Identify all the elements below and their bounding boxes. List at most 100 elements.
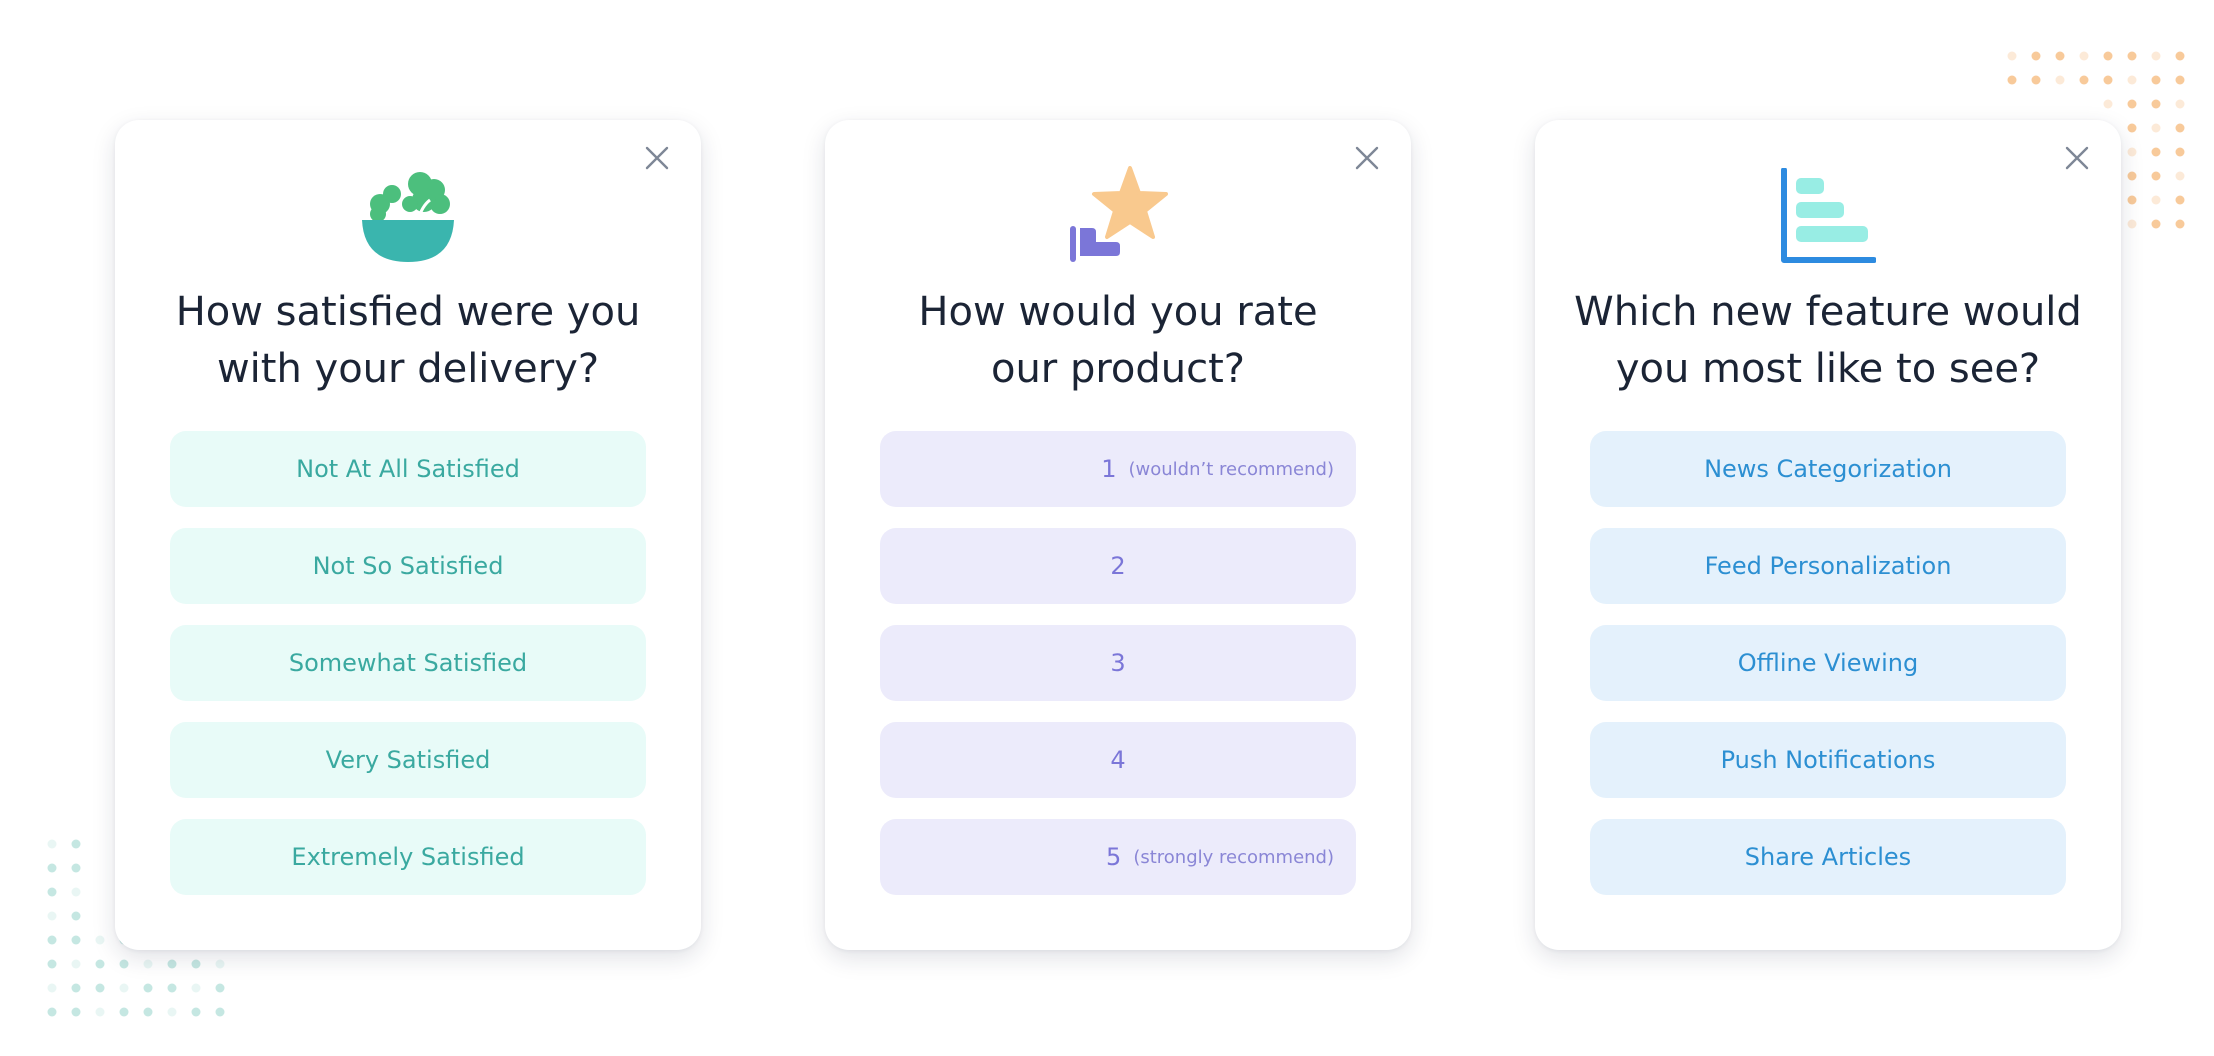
decor-dot — [2103, 51, 2113, 61]
decor-dot — [47, 911, 57, 921]
decor-dot — [167, 1007, 177, 1017]
decor-dot — [2127, 51, 2137, 61]
decor-dot — [71, 935, 81, 945]
rating-number: 5 — [1106, 843, 1122, 871]
decor-dot — [215, 1007, 225, 1017]
decor-dot — [2151, 147, 2161, 157]
close-icon — [1355, 146, 1379, 170]
decor-dot — [143, 983, 153, 993]
answer-option-label: Share Articles — [1744, 843, 1912, 871]
decor-dot — [143, 959, 153, 969]
decor-dot — [215, 959, 225, 969]
decor-dot — [191, 1007, 201, 1017]
decor-dot — [2127, 219, 2137, 229]
rating-option[interactable]: 5 (strongly recommend) — [880, 819, 1356, 895]
decor-dot — [2151, 51, 2161, 61]
answer-option-label: Somewhat Satisfied — [288, 649, 528, 677]
answer-option[interactable]: Not At All Satisfied — [170, 431, 646, 507]
decor-dot — [215, 983, 225, 993]
survey-question: How would you rate our product? — [918, 289, 1318, 392]
decor-dot — [119, 1007, 129, 1017]
survey-question: How satisfied were you with your deliver… — [175, 289, 641, 392]
decor-dot — [2175, 195, 2185, 205]
rating-option[interactable]: 1 (wouldn’t recommend) — [880, 431, 1356, 507]
rating-option[interactable]: 4 — [880, 722, 1356, 798]
decor-dot — [71, 863, 81, 873]
decor-dot — [2175, 51, 2185, 61]
decor-dot — [2031, 51, 2041, 61]
close-icon — [645, 146, 669, 170]
salad-bowl-icon — [362, 172, 454, 262]
decor-dot — [2127, 123, 2137, 133]
answer-option-label: Extremely Satisfied — [291, 843, 525, 871]
answer-option-label: Not So Satisfied — [312, 552, 504, 580]
decor-dot — [191, 959, 201, 969]
rating-number: 3 — [1110, 649, 1126, 677]
decor-dot — [2151, 75, 2161, 85]
rating-option[interactable]: 2 — [880, 528, 1356, 604]
decor-dot — [2079, 75, 2089, 85]
survey-card-rating: How would you rate our product? 1 (would… — [825, 120, 1411, 950]
decor-dot — [47, 1007, 57, 1017]
decor-dot — [119, 983, 129, 993]
decor-dot — [2127, 99, 2137, 109]
decor-dot — [47, 935, 57, 945]
decor-dot — [2175, 123, 2185, 133]
dot-pattern-top-right — [2007, 51, 2185, 229]
decor-dot — [143, 1007, 153, 1017]
close-button[interactable] — [1349, 140, 1385, 176]
answer-option[interactable]: Somewhat Satisfied — [170, 625, 646, 701]
decor-dot — [2079, 51, 2089, 61]
answer-option[interactable]: Not So Satisfied — [170, 528, 646, 604]
answer-option[interactable]: Extremely Satisfied — [170, 819, 646, 895]
decor-dot — [119, 959, 129, 969]
answer-option[interactable]: News Categorization — [1590, 431, 2066, 507]
decor-dot — [2151, 171, 2161, 181]
answer-options: 1 (wouldn’t recommend) 2 3 4 5 (strongly… — [880, 431, 1356, 916]
decor-dot — [71, 1007, 81, 1017]
decor-dot — [95, 959, 105, 969]
rating-note: (wouldn’t recommend) — [1128, 458, 1335, 480]
decor-dot — [2007, 75, 2017, 85]
answer-option-label: News Categorization — [1704, 455, 1952, 483]
answer-option[interactable]: Very Satisfied — [170, 722, 646, 798]
answer-option[interactable]: Push Notifications — [1590, 722, 2066, 798]
decor-dot — [2103, 75, 2113, 85]
rating-number: 1 — [1101, 455, 1117, 483]
decor-dot — [47, 983, 57, 993]
close-button[interactable] — [639, 140, 675, 176]
rating-number: 2 — [1110, 552, 1126, 580]
decor-dot — [71, 839, 81, 849]
decor-dot — [47, 863, 57, 873]
bar-chart-icon — [1781, 168, 1876, 263]
rating-option[interactable]: 3 — [880, 625, 1356, 701]
decor-dot — [2055, 75, 2065, 85]
survey-card-delivery: How satisfied were you with your deliver… — [115, 120, 701, 950]
decor-dot — [2175, 75, 2185, 85]
decor-dot — [71, 959, 81, 969]
survey-question: Which new feature would you most like to… — [1574, 289, 2082, 392]
decor-dot — [2055, 51, 2065, 61]
decor-dot — [47, 959, 57, 969]
decor-dot — [2175, 171, 2185, 181]
star-rating-icon — [1070, 166, 1168, 262]
decor-dot — [2175, 147, 2185, 157]
decor-dot — [2031, 75, 2041, 85]
answer-option[interactable]: Offline Viewing — [1590, 625, 2066, 701]
decor-dot — [167, 959, 177, 969]
decor-dot — [2151, 219, 2161, 229]
decor-dot — [2127, 195, 2137, 205]
answer-option[interactable]: Share Articles — [1590, 819, 2066, 895]
answer-options: Not At All Satisfied Not So Satisfied So… — [170, 431, 646, 916]
decor-dot — [71, 887, 81, 897]
rating-number: 4 — [1110, 746, 1126, 774]
decor-dot — [71, 983, 81, 993]
decor-dot — [47, 887, 57, 897]
decor-dot — [95, 1007, 105, 1017]
decor-dot — [167, 983, 177, 993]
decor-dot — [2151, 123, 2161, 133]
decor-dot — [2007, 51, 2017, 61]
decor-dot — [2103, 99, 2113, 109]
answer-option[interactable]: Feed Personalization — [1590, 528, 2066, 604]
close-button[interactable] — [2059, 140, 2095, 176]
